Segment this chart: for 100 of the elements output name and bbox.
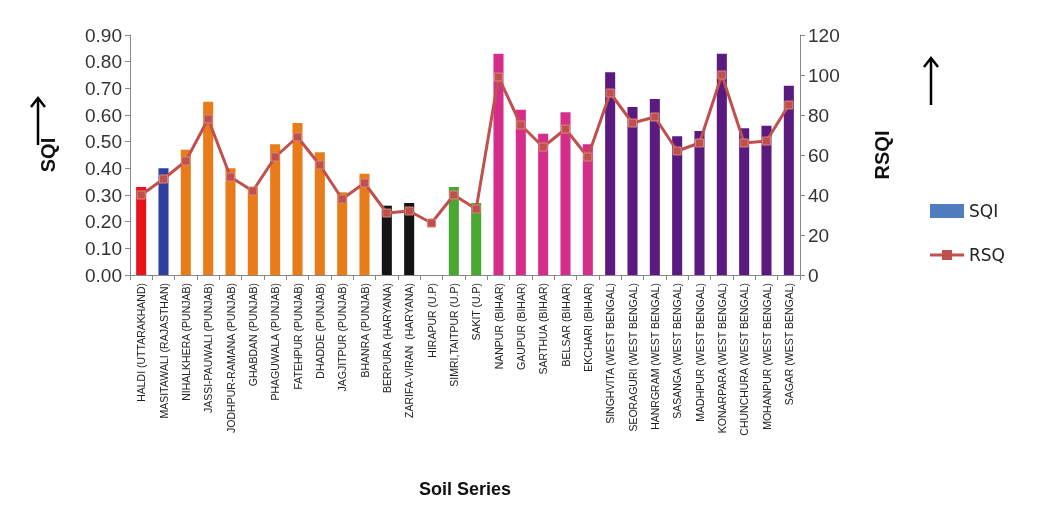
point [360,178,369,188]
bar [225,168,236,275]
bar [582,144,593,275]
point [315,160,325,170]
point [293,132,302,142]
point [762,136,771,146]
y2-tick-label: 120 [808,24,840,46]
x-tick-label: JODHPUR-RAMANA (PUNJAB) [224,283,237,433]
bar [672,136,683,275]
x-tick-label: SIMRI,TAITPUR (U.P) [447,283,460,387]
y-tick-label: 0.30 [85,184,122,206]
x-tick-label: DHADDE (PUNJAB) [313,283,326,379]
point [337,194,347,204]
point [628,118,637,128]
x-tick-label: SAGAR (WEST BENGAL) [782,283,795,406]
x-tick-label: MASITAWALI (RAJASTHAN) [157,283,170,419]
point [226,172,235,182]
point [561,124,570,134]
bar [247,187,258,275]
y2-tick-label: 0 [808,264,819,286]
point [516,120,526,130]
point [672,146,682,156]
x-tick-label: HANRGRAM (WEST BENGAL) [648,283,661,430]
y2-tick-label: 100 [808,64,840,86]
point [181,156,191,166]
bar [158,168,169,275]
y-tick-label: 0.50 [85,131,122,153]
x-tick-label: SAKIT (U.P) [470,283,483,341]
y-tick-label: 0.80 [85,51,122,73]
point [695,138,704,148]
x-tick-label: JASSI-PAUWALI (PUNJAB) [202,283,215,414]
point [739,138,749,148]
point [270,152,280,162]
bar [314,152,325,275]
x-tick-label: NANPUR (BIHAR) [492,283,505,370]
bar [761,125,772,275]
y-tick-label: 0.20 [85,211,122,233]
bar [359,173,370,275]
y2-tick-label: 40 [808,184,830,206]
x-tick-label: SEORAGURI (WEST BENGAL) [626,283,639,432]
y-tick-label: 0.70 [85,77,122,99]
x-tick-label: GHABDAN (PUNJAB) [246,283,259,387]
point [427,218,436,228]
point [136,190,146,200]
point [248,186,258,196]
x-tick-label: EKCHARI (BIHAR) [581,283,594,372]
y2-tick-label: 60 [808,144,830,166]
point [404,206,414,216]
x-tick-label: HALDI (UTTARAKHAND) [135,283,148,402]
bar [203,101,214,275]
bar [783,85,794,275]
x-tick-label: SARTHUA (BIHAR) [537,283,550,375]
x-tick-label: NIHALKHERA (PUNJAB) [179,283,192,401]
point [449,190,459,200]
x-tick-label: SINGHVITA (WEST BENGAL) [604,283,617,424]
bar [180,149,191,275]
bar [739,128,750,275]
bar [694,131,705,275]
x-tick-label: BERPURA (HARYANA) [380,283,393,393]
point [650,112,660,122]
bar [560,112,571,275]
bar [649,99,660,275]
bar [538,133,549,275]
point [382,208,392,218]
y-tick-label: 0.10 [85,237,122,259]
x-tick-label: BHANRA (PUNJAB) [358,283,371,378]
bar [627,107,638,275]
x-tick-label: HIRAPUR (U.P) [425,283,438,358]
y-tick-label: 0.90 [85,24,122,46]
point [717,70,727,80]
x-tick-label: KONARPARA (WEST BENGAL) [715,283,728,434]
y2-tick-label: 20 [808,224,830,246]
x-tick-label: FATEHPUR (PUNJAB) [291,283,304,390]
y-tick-label: 0.60 [85,104,122,126]
point [583,152,593,162]
x-axis-title: Soil Series [418,479,512,499]
y-axis-title: SQI [37,137,59,173]
x-tick-label: ZARIFA-VIRAN (HARYANA) [403,283,416,418]
bar [716,53,727,275]
x-tick-label: CHUNCHURA (WEST BENGAL) [738,283,751,436]
x-tick-label: SASANGA (WEST BENGAL) [671,283,684,419]
point [784,100,794,110]
bar [515,109,526,275]
legend-label: RSQ [969,245,1005,265]
x-tick-label: GAUPUR (BIHAR) [514,283,527,370]
point [605,88,615,98]
y2-axis-title: RSQI [871,130,893,180]
y-tick-label: 0.40 [85,157,122,179]
point [203,114,213,124]
point [471,204,481,214]
text: SQI [969,201,999,221]
point [159,174,168,184]
bar [292,123,303,275]
bar [270,144,281,275]
x-tick-label: BELSAR (BIHAR) [559,283,572,367]
bar [493,53,504,275]
x-tick-label: PHAGUWALA (PUNJAB) [269,283,282,401]
x-tick-label: JAGJITPUR (PUNJAB) [336,283,349,392]
point [538,142,548,152]
x-tick-label: MOHANPUR (WEST BENGAL) [760,283,773,430]
